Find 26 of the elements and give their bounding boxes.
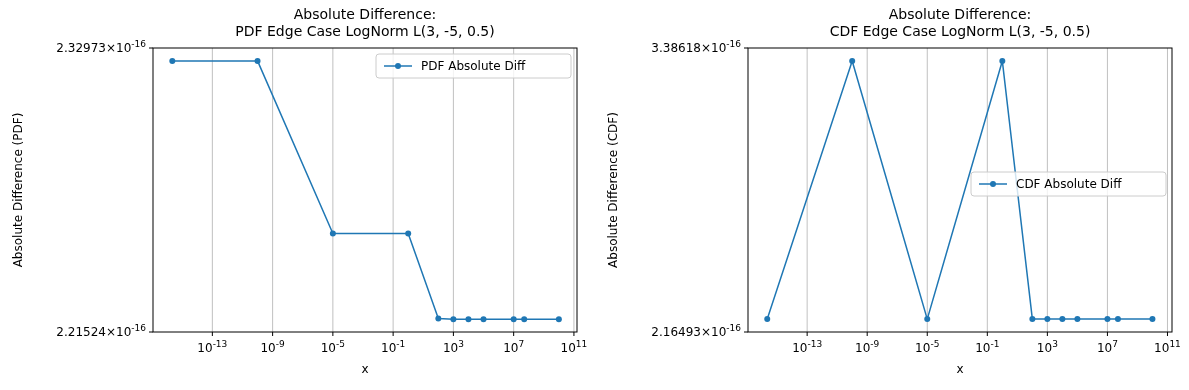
x-tick-label: 10$^{7}$ (503, 339, 525, 355)
x-tick-label: 10$^{-1}$ (381, 339, 406, 355)
x-tick-label: 10$^{-13}$ (792, 339, 823, 355)
x-axis-title: x (956, 362, 964, 376)
x-tick-label: 10$^{-13}$ (197, 339, 228, 355)
y-tick-label: 2.32973×10$^{-16}$ (56, 39, 147, 55)
y-tick-label: 2.21524×10$^{-16}$ (56, 323, 147, 339)
x-tick-label: 10$^{-5}$ (320, 339, 346, 355)
x-tick-label: 10$^{-5}$ (915, 339, 940, 355)
x-tick-label: 10$^{3}$ (1036, 339, 1058, 355)
y-tick-label: 2.16493×10$^{-16}$ (651, 323, 742, 339)
legend-label: CDF Absolute Diff (1016, 177, 1123, 191)
x-tick-label: 10$^{11}$ (560, 339, 588, 355)
legend-label: PDF Absolute Diff (421, 59, 527, 73)
x-axis-title: x (361, 362, 369, 376)
x-tick-label: 10$^{7}$ (1096, 339, 1118, 355)
x-tick-label: 10$^{3}$ (442, 339, 464, 355)
x-tick-label: 10$^{-9}$ (855, 339, 880, 355)
chart-title: Absolute Difference: PDF Edge Case LogNorm L(3, -5, 0.5) (235, 6, 495, 39)
y-axis-title: Absolute Difference (CDF) (606, 112, 620, 268)
y-axis-title: Absolute Difference (PDF) (11, 112, 25, 268)
x-tick-label: 10$^{-9}$ (260, 339, 286, 355)
x-tick-label: 10$^{11}$ (1154, 339, 1181, 355)
y-tick-label: 3.38618×10$^{-16}$ (651, 39, 742, 55)
x-tick-label: 10$^{-1}$ (975, 339, 1000, 355)
chart-title: Absolute Difference: CDF Edge Case LogNorm L(3, -5, 0.5) (829, 6, 1091, 39)
